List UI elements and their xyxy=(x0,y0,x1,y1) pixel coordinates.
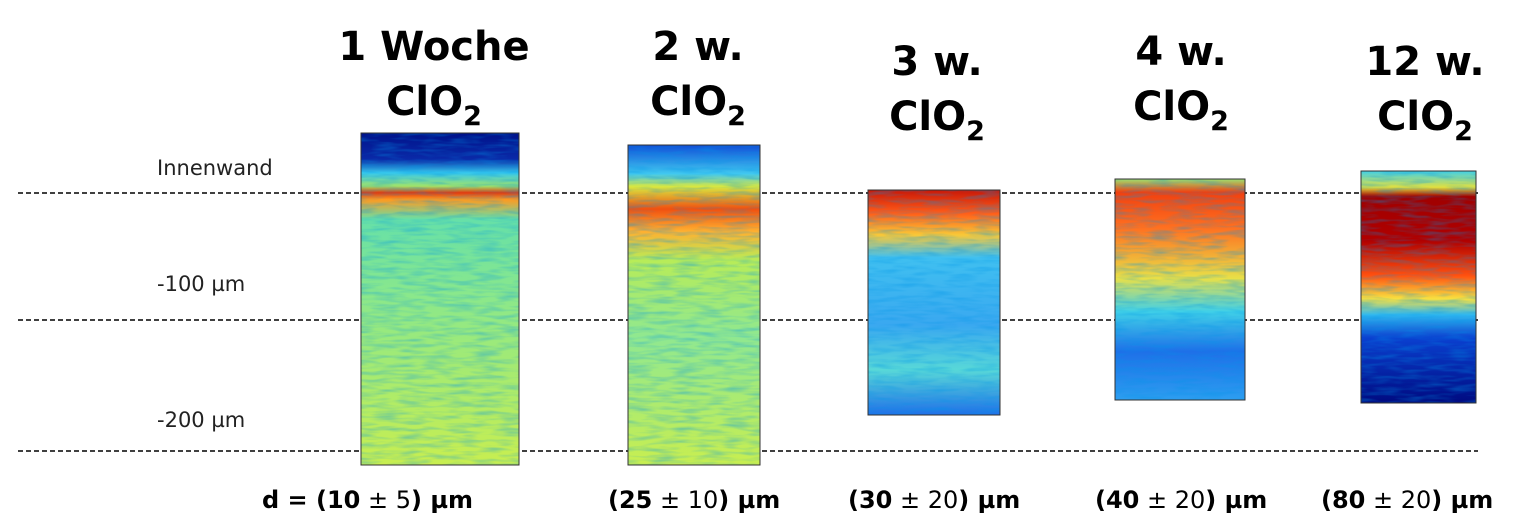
thickness-regular: ± 5 xyxy=(360,486,411,514)
panel: 2 w. ClO2 (25 ± 10) µm xyxy=(608,24,780,514)
thickness-bold: ) µm xyxy=(1431,486,1493,514)
thickness-bold: ) µm xyxy=(718,486,780,514)
thickness-bold: ) µm xyxy=(1205,486,1267,514)
thickness-bold: ) µm xyxy=(958,486,1020,514)
formula-subscript: 2 xyxy=(1210,106,1229,137)
heatmap-frame xyxy=(1114,178,1246,401)
panel: 12 w. ClO2 (80 ± 20) µm xyxy=(1321,39,1493,514)
thickness-label: (25 ± 10) µm xyxy=(608,486,780,514)
thickness-label: (80 ± 20) µm xyxy=(1321,486,1493,514)
level-label: Innenwand xyxy=(157,156,273,180)
formula-subscript: 2 xyxy=(966,116,985,147)
thickness-bold: ) µm xyxy=(411,486,473,514)
panel-formula: ClO2 xyxy=(650,79,746,132)
panel: 4 w. ClO2 (40 ± 20) µm xyxy=(1095,29,1267,514)
panel-title: 1 Woche xyxy=(338,24,529,70)
thickness-regular: ± 10 xyxy=(652,486,718,514)
panel: 1 Woche ClO2 d = (10 ± 5) µm xyxy=(262,24,530,514)
heatmap-texture xyxy=(628,145,760,465)
heatmap-texture xyxy=(1361,171,1476,403)
panel-formula: ClO2 xyxy=(1133,84,1229,137)
panel-formula: ClO2 xyxy=(889,94,985,147)
heatmap-texture xyxy=(361,133,519,465)
heatmap-texture xyxy=(868,190,1000,415)
heatmap-texture xyxy=(1115,179,1245,400)
thickness-bold: (40 xyxy=(1095,486,1139,514)
panel-formula: ClO2 xyxy=(1377,94,1473,147)
panel-title: 4 w. xyxy=(1135,29,1226,75)
thickness-regular: ± 20 xyxy=(892,486,958,514)
level-label: -200 µm xyxy=(157,408,245,432)
formula: ClO xyxy=(889,94,966,140)
thickness-regular: ± 20 xyxy=(1139,486,1205,514)
panel-formula: ClO2 xyxy=(386,79,482,132)
heatmap-frame xyxy=(360,132,520,466)
formula-subscript: 2 xyxy=(1454,116,1473,147)
formula: ClO xyxy=(650,79,727,125)
formula: ClO xyxy=(386,79,463,125)
panel-title: 2 w. xyxy=(652,24,743,70)
thickness-bold: (25 xyxy=(608,486,652,514)
heatmap-frame xyxy=(867,189,1001,416)
formula-subscript: 2 xyxy=(463,101,482,132)
thickness-label: (30 ± 20) µm xyxy=(848,486,1020,514)
thickness-label: (40 ± 20) µm xyxy=(1095,486,1267,514)
thickness-bold: (80 xyxy=(1321,486,1365,514)
heatmap-frame xyxy=(627,144,761,466)
panel-title: 12 w. xyxy=(1365,39,1484,85)
level-label: -100 µm xyxy=(157,272,245,296)
thickness-regular: ± 20 xyxy=(1365,486,1431,514)
thickness-bold: (30 xyxy=(848,486,892,514)
formula-subscript: 2 xyxy=(727,101,746,132)
formula: ClO xyxy=(1377,94,1454,140)
formula: ClO xyxy=(1133,84,1210,130)
thickness-bold: d = (10 xyxy=(262,486,360,514)
thickness-label: d = (10 ± 5) µm xyxy=(262,486,473,514)
panel-title: 3 w. xyxy=(891,39,982,85)
panel: 3 w. ClO2 (30 ± 20) µm xyxy=(848,39,1020,514)
heatmap-frame xyxy=(1360,170,1477,404)
